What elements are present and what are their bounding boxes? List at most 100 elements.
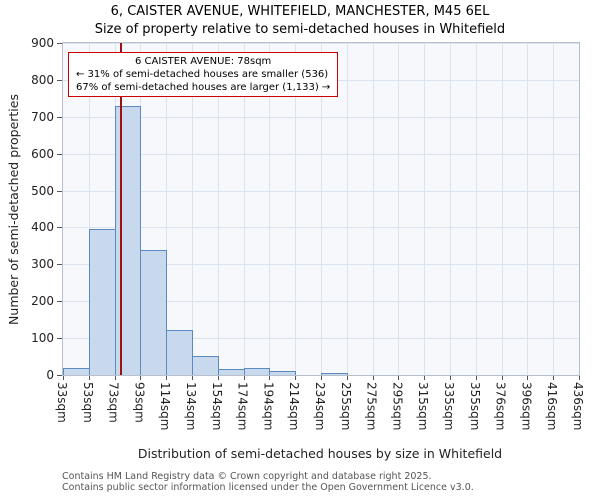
y-tick-label: 700 (31, 109, 54, 124)
v-gridline (217, 43, 219, 375)
y-tick-label: 300 (31, 257, 54, 272)
y-tick-mark (57, 227, 62, 229)
x-tick-mark (424, 376, 426, 380)
x-tick-mark (579, 376, 580, 380)
v-gridline (424, 43, 426, 375)
v-gridline (243, 43, 245, 375)
x-tick-mark (501, 376, 503, 380)
x-tick-label: 436sqm (571, 382, 585, 431)
footer-line2: Contains public sector information licen… (62, 482, 474, 493)
histogram-bar (321, 373, 348, 375)
x-tick-label: 355sqm (467, 382, 482, 431)
v-gridline (346, 43, 348, 375)
chart-title: 6, CAISTER AVENUE, WHITEFIELD, MANCHESTE… (110, 4, 490, 19)
v-gridline (295, 43, 297, 375)
v-gridline (269, 43, 271, 375)
x-tick-label: 154sqm (209, 382, 224, 431)
y-tick-label: 800 (31, 72, 54, 87)
x-tick-mark (114, 376, 116, 380)
histogram-bar (88, 229, 116, 375)
y-tick-mark (57, 153, 62, 155)
annotation-box: 6 CAISTER AVENUE: 78sqm ← 31% of semi-de… (68, 52, 339, 97)
x-tick-label: 315sqm (416, 382, 431, 431)
x-tick-mark (166, 376, 168, 380)
y-tick-label: 500 (31, 183, 54, 198)
y-tick-label: 400 (31, 220, 54, 235)
v-gridline (450, 43, 451, 375)
x-tick-label: 295sqm (390, 382, 405, 431)
footer: Contains HM Land Registry data © Crown c… (62, 471, 474, 493)
y-tick-label: 900 (31, 36, 54, 50)
histogram-bar (192, 355, 219, 375)
chart-subtitle: Size of property relative to semi-detach… (94, 22, 506, 37)
v-gridline (321, 43, 322, 375)
histogram-bar (217, 369, 245, 375)
y-tick-mark (57, 375, 62, 376)
y-tick-label: 100 (31, 331, 54, 346)
x-tick-mark (295, 376, 297, 380)
v-gridline (553, 43, 555, 375)
histogram-bar (63, 367, 90, 375)
x-tick-mark (346, 376, 348, 380)
histogram-bar (114, 105, 142, 375)
x-tick-mark (450, 376, 451, 380)
y-tick-label: 200 (31, 294, 54, 309)
histogram-bar (140, 249, 168, 375)
y-tick-mark (57, 43, 62, 44)
x-tick-label: 33sqm (55, 382, 69, 423)
y-tick-mark (57, 338, 62, 340)
x-tick-mark (269, 376, 271, 380)
x-tick-mark (372, 376, 374, 380)
v-gridline (475, 43, 477, 375)
annotation-line2: ← 31% of semi-detached houses are smalle… (76, 69, 329, 80)
x-tick-label: 234sqm (313, 382, 327, 431)
x-tick-mark (63, 376, 64, 380)
x-tick-mark (527, 376, 529, 380)
v-gridline (88, 43, 90, 375)
x-tick-label: 73sqm (106, 382, 121, 423)
y-tick-mark (57, 79, 62, 81)
v-gridline (372, 43, 374, 375)
x-tick-label: 174sqm (235, 382, 250, 431)
histogram-bar (243, 367, 271, 375)
x-tick-label: 255sqm (338, 382, 353, 431)
y-axis-title: Number of semi-detached properties (6, 42, 21, 376)
x-tick-label: 396sqm (519, 382, 534, 431)
histogram-bar (166, 330, 193, 375)
x-tick-label: 114sqm (158, 382, 173, 431)
x-tick-mark (398, 376, 400, 380)
x-tick-mark (475, 376, 477, 380)
histogram-bar (269, 371, 297, 375)
x-tick-mark (140, 376, 142, 380)
footer-line1: Contains HM Land Registry data © Crown c… (62, 471, 432, 482)
x-tick-label: 335sqm (442, 382, 456, 431)
y-axis-title-text: Number of semi-detached properties (6, 93, 21, 325)
annotation-line3: 67% of semi-detached houses are larger (… (76, 82, 331, 93)
x-tick-mark (192, 376, 193, 380)
x-tick-label: 134sqm (184, 382, 198, 431)
x-tick-mark (553, 376, 555, 380)
x-tick-label: 214sqm (287, 382, 302, 431)
property-size-marker-line (120, 43, 123, 375)
v-gridline (398, 43, 400, 375)
y-tick-label: 600 (31, 146, 54, 161)
x-tick-mark (321, 376, 322, 380)
x-tick-label: 53sqm (80, 382, 95, 423)
x-tick-mark (217, 376, 219, 380)
x-axis-title: Distribution of semi-detached houses by … (137, 446, 503, 461)
v-gridline (192, 43, 193, 375)
y-tick-mark (57, 264, 62, 266)
y-tick-mark (57, 301, 62, 303)
x-tick-mark (243, 376, 245, 380)
y-tick-label: 0 (46, 368, 54, 382)
plot-area: 6 CAISTER AVENUE: 78sqm ← 31% of semi-de… (62, 42, 580, 376)
x-tick-label: 275sqm (364, 382, 379, 431)
annotation-line1: 6 CAISTER AVENUE: 78sqm (135, 56, 272, 67)
x-tick-label: 194sqm (261, 382, 276, 431)
x-tick-label: 416sqm (545, 382, 560, 431)
v-gridline (501, 43, 503, 375)
x-tick-label: 93sqm (132, 382, 147, 423)
x-tick-mark (88, 376, 90, 380)
y-tick-mark (57, 190, 62, 192)
